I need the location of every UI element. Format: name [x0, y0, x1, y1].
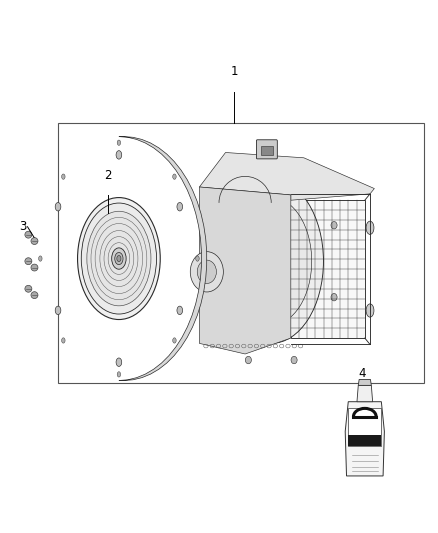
Polygon shape	[345, 402, 385, 476]
Ellipse shape	[117, 372, 120, 377]
Ellipse shape	[205, 294, 212, 301]
Ellipse shape	[366, 304, 374, 317]
Bar	[348, 435, 381, 446]
Polygon shape	[199, 187, 291, 354]
Polygon shape	[357, 385, 373, 402]
Text: 1: 1	[230, 65, 238, 78]
Text: 3: 3	[19, 220, 27, 233]
Ellipse shape	[39, 256, 42, 261]
Ellipse shape	[31, 264, 38, 271]
Ellipse shape	[31, 238, 38, 245]
FancyBboxPatch shape	[256, 140, 277, 159]
Ellipse shape	[62, 174, 65, 179]
Ellipse shape	[55, 306, 61, 314]
Ellipse shape	[245, 357, 251, 364]
Circle shape	[190, 252, 223, 292]
Ellipse shape	[31, 292, 38, 298]
Ellipse shape	[25, 231, 32, 238]
Ellipse shape	[87, 211, 151, 306]
Polygon shape	[199, 152, 374, 200]
Ellipse shape	[173, 174, 176, 179]
Bar	[261, 146, 273, 155]
Ellipse shape	[173, 338, 176, 343]
Ellipse shape	[231, 198, 312, 325]
Ellipse shape	[78, 198, 160, 319]
Ellipse shape	[116, 151, 122, 159]
Ellipse shape	[177, 306, 183, 314]
Ellipse shape	[116, 358, 122, 367]
Ellipse shape	[117, 255, 121, 262]
Polygon shape	[119, 136, 207, 381]
Text: 2: 2	[104, 168, 112, 182]
Ellipse shape	[117, 140, 120, 146]
Ellipse shape	[219, 179, 323, 343]
Ellipse shape	[112, 248, 126, 269]
Ellipse shape	[25, 285, 32, 292]
Ellipse shape	[196, 256, 199, 261]
Polygon shape	[358, 379, 371, 385]
Ellipse shape	[267, 254, 276, 269]
Bar	[348, 408, 381, 446]
Ellipse shape	[177, 203, 183, 211]
Circle shape	[197, 260, 216, 284]
Ellipse shape	[25, 258, 32, 265]
Ellipse shape	[261, 246, 281, 277]
Bar	[291, 200, 365, 338]
Ellipse shape	[366, 221, 374, 235]
Ellipse shape	[331, 294, 337, 301]
Bar	[58, 123, 424, 383]
Ellipse shape	[291, 159, 297, 166]
Ellipse shape	[245, 159, 251, 166]
Ellipse shape	[55, 203, 61, 211]
Ellipse shape	[81, 203, 156, 314]
Ellipse shape	[205, 222, 212, 229]
Ellipse shape	[291, 357, 297, 364]
Ellipse shape	[115, 253, 123, 265]
Ellipse shape	[331, 222, 337, 229]
Text: 4: 4	[359, 367, 366, 381]
Ellipse shape	[62, 338, 65, 343]
